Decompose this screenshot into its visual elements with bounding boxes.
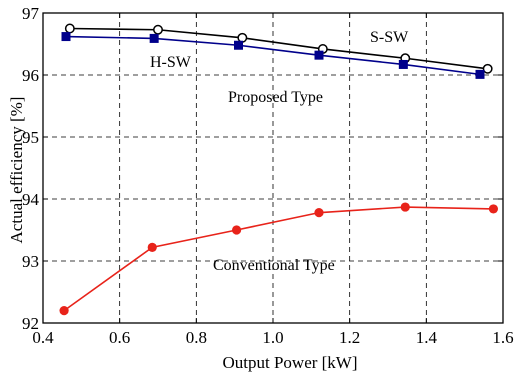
data-point (61, 32, 71, 42)
data-point (237, 32, 248, 43)
x-tick-label: 1.2 (339, 328, 360, 347)
data-point (147, 242, 157, 252)
y-tick-label: 94 (22, 190, 40, 209)
x-tick-label: 1.0 (262, 328, 283, 347)
y-tick-label: 96 (22, 66, 39, 85)
data-point (475, 69, 485, 79)
x-tick-label: 1.6 (492, 328, 513, 347)
data-point (314, 50, 324, 60)
data-point (488, 204, 499, 214)
grid-lines (43, 13, 503, 323)
series-0 (64, 23, 493, 74)
annotation-h-sw: H-SW (150, 54, 192, 71)
series-line (63, 206, 494, 312)
data-point (59, 306, 69, 316)
series-1 (61, 32, 485, 79)
data-point (314, 208, 324, 218)
y-tick-label: 92 (22, 314, 39, 333)
data-point (149, 33, 159, 43)
y-axis-label: Actual efficiency [%] (7, 97, 26, 244)
y-tick-label: 95 (22, 128, 39, 147)
x-tick-label: 0.6 (109, 328, 130, 347)
data-point (398, 59, 408, 69)
x-axis-label: Output Power [kW] (222, 353, 357, 372)
series-2 (59, 202, 499, 316)
series-line (69, 27, 488, 70)
y-tick-label: 97 (22, 4, 40, 23)
annotation-proposed-type: Proposed Type (228, 89, 323, 106)
data-point (400, 202, 410, 212)
series-layer (59, 23, 499, 316)
x-tick-label: 0.8 (186, 328, 207, 347)
series-line (65, 35, 481, 76)
data-point (153, 24, 163, 35)
data-point (64, 23, 75, 34)
data-point (231, 225, 242, 235)
annotation-conventional-type: Conventional Type (213, 257, 335, 274)
data-point (482, 63, 493, 74)
data-point (234, 40, 243, 50)
y-tick-label: 93 (22, 252, 39, 271)
x-tick-label: 0.4 (32, 328, 54, 347)
annotation-s-sw: S-SW (370, 29, 409, 46)
tick-layer: 0.4 0.6 0.8 1.0 1.2 1.4 1.6 92 93 94 95 96 97 (22, 4, 514, 347)
x-tick-label: 1.4 (416, 328, 438, 347)
